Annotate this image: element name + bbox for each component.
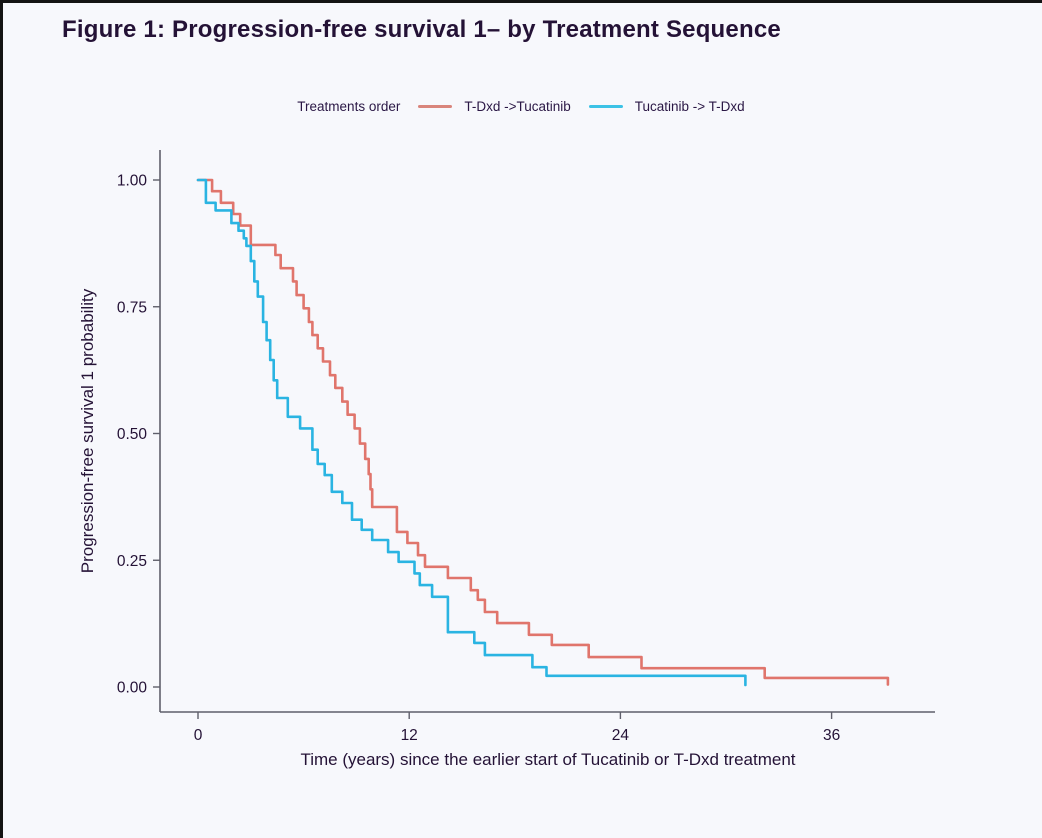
x-tick-label: 12 bbox=[401, 727, 418, 744]
legend-title: Treatments order bbox=[297, 99, 401, 114]
figure-title: Figure 1: Progression-free survival 1– b… bbox=[62, 16, 781, 43]
legend-item-tdxd-first: T-Dxd ->Tucatinib bbox=[418, 99, 571, 114]
y-tick-label: 0.50 bbox=[117, 426, 148, 443]
km-curve-tdxd-first bbox=[196, 178, 890, 686]
y-tick-label: 0.25 bbox=[117, 553, 147, 570]
frame-top-edge bbox=[0, 0, 1042, 3]
y-tick-label: 0.00 bbox=[117, 680, 148, 697]
legend-label-tdxd-first: T-Dxd ->Tucatinib bbox=[464, 99, 571, 114]
legend-item-tucatinib-first: Tucatinib -> T-Dxd bbox=[588, 99, 745, 114]
legend-label-tucatinib-first: Tucatinib -> T-Dxd bbox=[634, 99, 745, 114]
x-tick-label: 24 bbox=[612, 727, 630, 744]
y-tick-label: 0.75 bbox=[117, 299, 147, 316]
x-tick-label: 36 bbox=[823, 727, 840, 744]
legend-line-swatch-tucatinib-first bbox=[588, 105, 623, 108]
legend: Treatments order T-Dxd ->Tucatinib Tucat… bbox=[0, 99, 1042, 114]
km-curve-tucatinib-first bbox=[196, 178, 747, 687]
y-tick-label: 1.00 bbox=[117, 173, 148, 190]
x-tick-label: 0 bbox=[194, 727, 203, 744]
legend-line-swatch-tdxd-first bbox=[418, 105, 453, 108]
y-axis-title: Progression-free survival 1 probability bbox=[78, 288, 97, 574]
x-axis-title: Time (years) since the earlier start of … bbox=[300, 750, 796, 769]
frame-left-edge bbox=[0, 0, 3, 838]
